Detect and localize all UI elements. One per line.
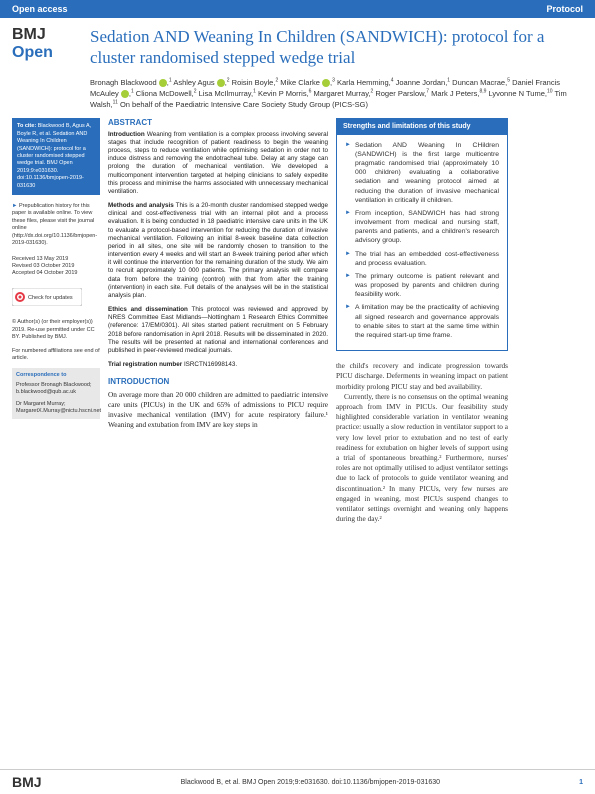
abstract-heading: ABSTRACT (108, 118, 328, 128)
body-paragraph: Currently, there is no consensus on the … (336, 392, 508, 525)
page-number: 1 (579, 779, 583, 786)
corr-email-1[interactable]: b.blackwood@qub.ac.uk (16, 389, 96, 396)
corr-email-2[interactable]: MargaretX.Murray@nictu.hscni.net (16, 408, 96, 415)
ethics-label: Ethics and dissemination (108, 306, 188, 313)
check-updates-badge[interactable]: Check for updates (12, 288, 100, 309)
intro-label: Introduction (108, 131, 145, 138)
received-date: Received 13 May 2019 (12, 256, 100, 263)
strength-item: The trial has an embedded cost-effective… (345, 250, 499, 268)
affiliations-note: For numbered affiliations see end of art… (12, 348, 100, 363)
footer-logo: BMJ (12, 774, 42, 790)
dates: Received 13 May 2019 Revised 03 October … (12, 256, 100, 278)
ethics-text: This protocol was reviewed and approved … (108, 306, 328, 354)
corr-name-2: Dr Margaret Murray; (16, 401, 96, 408)
strengths-list: Sedation AND Weaning In CHildren (SANDWI… (345, 141, 499, 340)
trial-label: Trial registration number (108, 361, 182, 368)
body-text: the child's recovery and indicate progre… (336, 361, 508, 524)
header: BMJ Open Sedation AND Weaning In Childre… (0, 18, 595, 73)
logo-bmj: BMJ (12, 26, 46, 43)
orcid-icon (322, 79, 330, 87)
abstract-intro: Introduction Weaning from ventilation is… (108, 131, 328, 196)
correspondence-header: Correspondence to (16, 372, 96, 379)
abstract-methods: Methods and analysis This is a 20-month … (108, 202, 328, 300)
methods-label: Methods and analysis (108, 202, 174, 209)
orcid-icon (217, 79, 225, 87)
introduction-text: On average more than 20 000 children are… (108, 390, 328, 431)
correspondence-box: Correspondence to Professor Bronagh Blac… (12, 368, 100, 419)
right-column: Strengths and limitations of this study … (336, 118, 508, 524)
revised-date: Revised 03 October 2019 (12, 263, 100, 270)
author-list: Bronagh Blackwood ,1 Ashley Agus ,2 Rois… (0, 73, 595, 119)
citation-box: To cite: Blackwood B, Agus A, Boyle R, e… (12, 118, 100, 195)
trial-number: ISRCTN16998143. (184, 361, 237, 368)
prepub-text: Prepublication history for this paper is… (12, 203, 97, 246)
cite-label: To cite: (17, 123, 36, 129)
copyright: © Author(s) (or their employer(s)) 2019.… (12, 319, 100, 341)
footer-citation: Blackwood B, et al. BMJ Open 2019;9:e031… (181, 779, 440, 786)
intro-text: Weaning from ventilation is a complex pr… (108, 131, 328, 195)
strength-item: Sedation AND Weaning In CHildren (SANDWI… (345, 141, 499, 205)
corr-name-1: Professor Bronagh Blackwood; (16, 382, 96, 389)
open-access-label: Open access (12, 4, 68, 14)
trial-registration: Trial registration number ISRCTN16998143… (108, 361, 328, 369)
orcid-icon (159, 79, 167, 87)
strength-item: From inception, SANDWICH has had strong … (345, 209, 499, 246)
cite-text: Blackwood B, Agus A, Boyle R, et al. Sed… (17, 123, 91, 188)
introduction-heading: INTRODUCTION (108, 377, 328, 387)
top-bar: Open access Protocol (0, 0, 595, 18)
main-content: To cite: Blackwood B, Agus A, Boyle R, e… (0, 118, 595, 524)
body-paragraph: the child's recovery and indicate progre… (336, 361, 508, 392)
footer: BMJ Blackwood B, et al. BMJ Open 2019;9:… (0, 769, 595, 794)
orcid-icon (121, 90, 129, 98)
strength-item: A limitation may be the practicality of … (345, 303, 499, 340)
strengths-title: Strengths and limitations of this study (337, 119, 507, 134)
left-sidebar: To cite: Blackwood B, Agus A, Boyle R, e… (12, 118, 100, 524)
article-title: Sedation AND Weaning In Children (SANDWI… (90, 26, 583, 69)
bullet-icon: ► (12, 203, 17, 209)
protocol-label: Protocol (546, 4, 583, 14)
svg-text:Check for updates: Check for updates (28, 295, 73, 301)
strength-item: The primary outcome is patient relevant … (345, 272, 499, 300)
journal-logo: BMJ Open (12, 26, 90, 69)
prepub-note: ► Prepublication history for this paper … (12, 203, 100, 248)
methods-text: This is a 20-month cluster randomised st… (108, 202, 328, 299)
accepted-date: Accepted 04 October 2019 (12, 270, 100, 277)
abstract-ethics: Ethics and dissemination This protocol w… (108, 306, 328, 355)
abstract-column: ABSTRACT Introduction Weaning from venti… (108, 118, 328, 524)
logo-open: Open (12, 44, 53, 61)
strengths-box: Strengths and limitations of this study … (336, 118, 508, 351)
